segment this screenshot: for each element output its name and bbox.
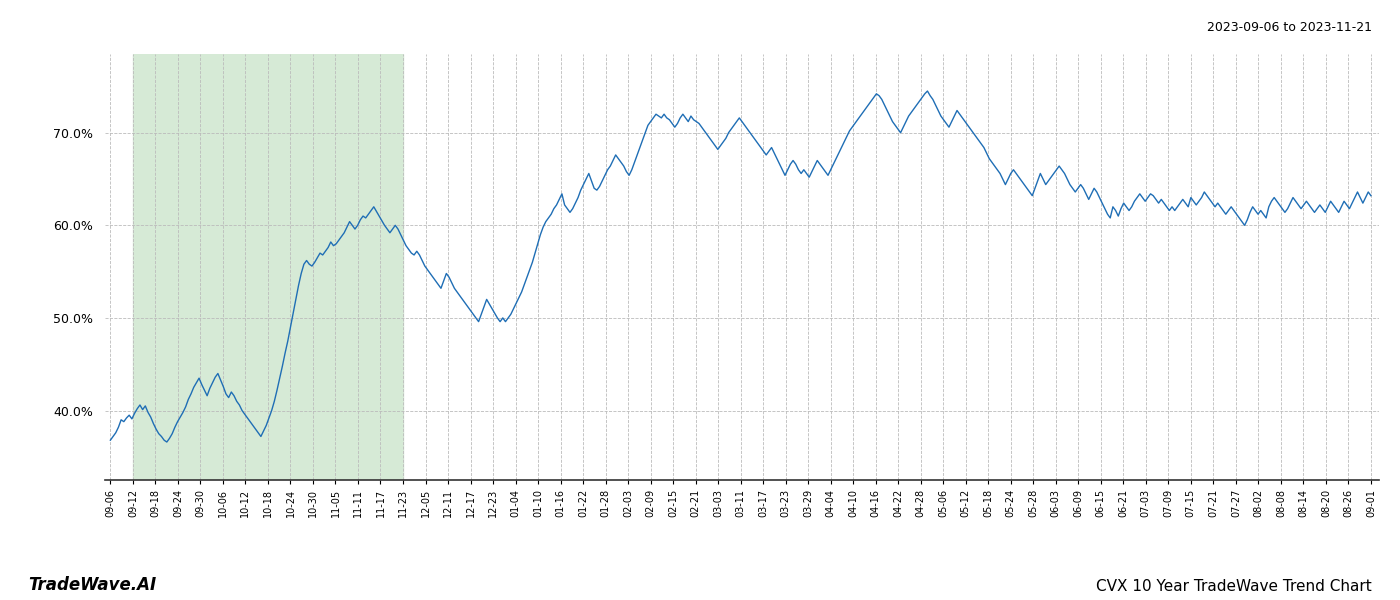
Text: 2023-09-06 to 2023-11-21: 2023-09-06 to 2023-11-21: [1207, 21, 1372, 34]
Bar: [133, 54, 403, 480]
Text: CVX 10 Year TradeWave Trend Chart: CVX 10 Year TradeWave Trend Chart: [1096, 579, 1372, 594]
Text: TradeWave.AI: TradeWave.AI: [28, 576, 157, 594]
